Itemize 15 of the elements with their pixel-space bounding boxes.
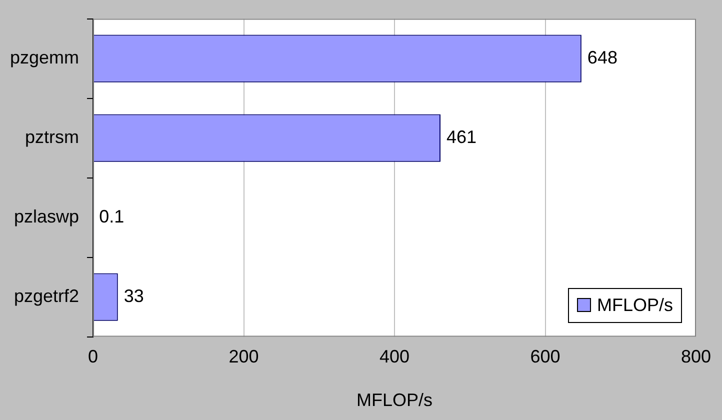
data-label: 461 xyxy=(446,127,477,148)
data-label: 648 xyxy=(587,48,618,68)
x-tick-label: 400 xyxy=(379,346,410,367)
data-label: 0.1 xyxy=(99,206,124,227)
x-tick-label: 800 xyxy=(680,346,712,367)
y-tick-label: pztrsm xyxy=(25,127,80,148)
data-label: 33 xyxy=(124,286,144,306)
y-tick-label: pzlaswp xyxy=(14,206,80,227)
x-tick-label: 200 xyxy=(228,346,259,367)
legend-label: MFLOP/s xyxy=(596,294,673,316)
y-tick-label: pzgetrf2 xyxy=(14,286,80,306)
y-tick-label: pzgemm xyxy=(10,48,80,68)
x-tick-label: 600 xyxy=(530,346,560,367)
x-tick-label: 0 xyxy=(88,346,98,367)
x-axis-title: MFLOP/s xyxy=(356,390,433,410)
